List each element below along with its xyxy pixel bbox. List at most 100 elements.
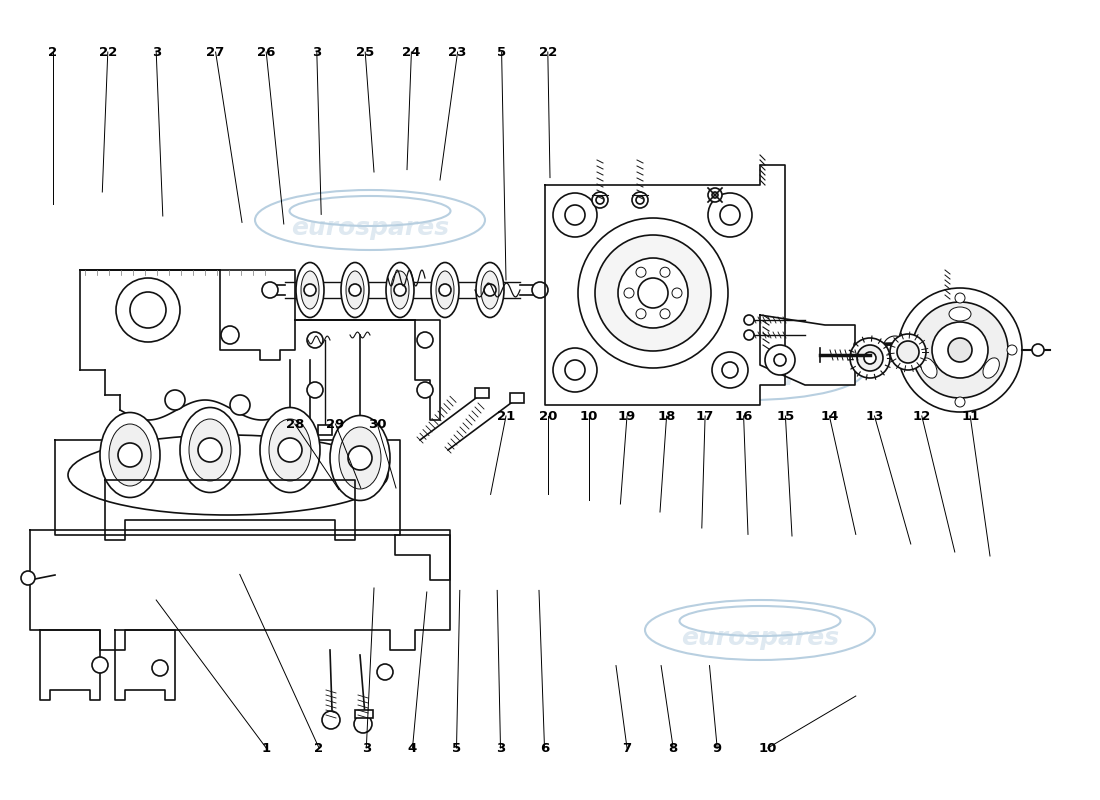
Text: 3: 3 <box>496 742 505 754</box>
Text: 17: 17 <box>696 410 714 422</box>
Circle shape <box>955 397 965 407</box>
Circle shape <box>304 284 316 296</box>
Circle shape <box>955 293 965 303</box>
Ellipse shape <box>481 271 499 309</box>
Text: 3: 3 <box>152 46 161 58</box>
Text: 29: 29 <box>327 418 344 430</box>
Text: 11: 11 <box>961 410 979 422</box>
Ellipse shape <box>100 413 160 498</box>
Text: 10: 10 <box>580 410 597 422</box>
Circle shape <box>322 711 340 729</box>
Ellipse shape <box>109 424 151 486</box>
Circle shape <box>722 362 738 378</box>
Ellipse shape <box>296 262 324 318</box>
Circle shape <box>774 354 786 366</box>
Circle shape <box>553 348 597 392</box>
Circle shape <box>744 315 754 325</box>
Text: 10: 10 <box>759 742 777 754</box>
Bar <box>318 425 332 435</box>
Circle shape <box>92 657 108 673</box>
Text: 14: 14 <box>821 410 838 422</box>
Circle shape <box>198 438 222 462</box>
Circle shape <box>864 352 876 364</box>
Circle shape <box>948 338 972 362</box>
Ellipse shape <box>436 271 454 309</box>
Ellipse shape <box>341 262 368 318</box>
Circle shape <box>595 235 711 351</box>
Circle shape <box>553 193 597 237</box>
Bar <box>475 388 490 398</box>
Bar <box>352 440 368 450</box>
Text: 22: 22 <box>539 46 557 58</box>
Circle shape <box>417 382 433 398</box>
Circle shape <box>565 360 585 380</box>
Text: 20: 20 <box>539 410 557 422</box>
Ellipse shape <box>68 435 388 515</box>
Circle shape <box>565 205 585 225</box>
Circle shape <box>638 278 668 308</box>
Circle shape <box>394 284 406 296</box>
Text: 7: 7 <box>623 742 631 754</box>
Circle shape <box>890 334 926 370</box>
Circle shape <box>896 341 918 363</box>
Text: 12: 12 <box>913 410 931 422</box>
Circle shape <box>354 715 372 733</box>
Ellipse shape <box>339 427 381 489</box>
Text: 2: 2 <box>315 742 323 754</box>
Polygon shape <box>395 535 450 580</box>
Circle shape <box>152 660 168 676</box>
Polygon shape <box>760 315 855 385</box>
Circle shape <box>116 278 180 342</box>
Text: 15: 15 <box>777 410 794 422</box>
Bar <box>510 393 524 403</box>
Text: 24: 24 <box>403 46 420 58</box>
Circle shape <box>672 288 682 298</box>
Circle shape <box>712 352 748 388</box>
Circle shape <box>764 345 795 375</box>
Ellipse shape <box>330 415 390 501</box>
Text: 27: 27 <box>207 46 224 58</box>
Text: 3: 3 <box>362 742 371 754</box>
Text: 16: 16 <box>735 410 752 422</box>
Text: 30: 30 <box>368 418 386 430</box>
Text: eurospares: eurospares <box>681 626 839 650</box>
Polygon shape <box>116 630 175 700</box>
Circle shape <box>857 345 883 371</box>
Circle shape <box>578 218 728 368</box>
Circle shape <box>21 571 35 585</box>
Ellipse shape <box>476 262 504 318</box>
Circle shape <box>165 390 185 410</box>
Circle shape <box>221 326 239 344</box>
Bar <box>355 710 373 718</box>
Circle shape <box>624 288 634 298</box>
Ellipse shape <box>180 407 240 493</box>
Circle shape <box>618 258 688 328</box>
Text: 25: 25 <box>356 46 374 58</box>
Circle shape <box>262 282 278 298</box>
Circle shape <box>636 196 644 204</box>
Polygon shape <box>544 165 785 405</box>
Text: 4: 4 <box>408 742 417 754</box>
Text: eurospares: eurospares <box>290 216 449 240</box>
Text: eurospares: eurospares <box>671 366 829 390</box>
Ellipse shape <box>346 271 364 309</box>
Circle shape <box>278 438 303 462</box>
Polygon shape <box>295 320 440 420</box>
Text: 21: 21 <box>497 410 515 422</box>
Text: 2: 2 <box>48 46 57 58</box>
Polygon shape <box>40 630 100 700</box>
Circle shape <box>708 193 752 237</box>
Circle shape <box>592 192 608 208</box>
Circle shape <box>230 395 250 415</box>
Circle shape <box>596 196 604 204</box>
Circle shape <box>348 446 372 470</box>
Ellipse shape <box>921 358 937 378</box>
Circle shape <box>484 284 496 296</box>
Ellipse shape <box>301 271 319 309</box>
Circle shape <box>660 267 670 278</box>
Circle shape <box>632 192 648 208</box>
Circle shape <box>912 302 1008 398</box>
Circle shape <box>898 288 1022 412</box>
Circle shape <box>130 292 166 328</box>
Text: 28: 28 <box>286 418 304 430</box>
